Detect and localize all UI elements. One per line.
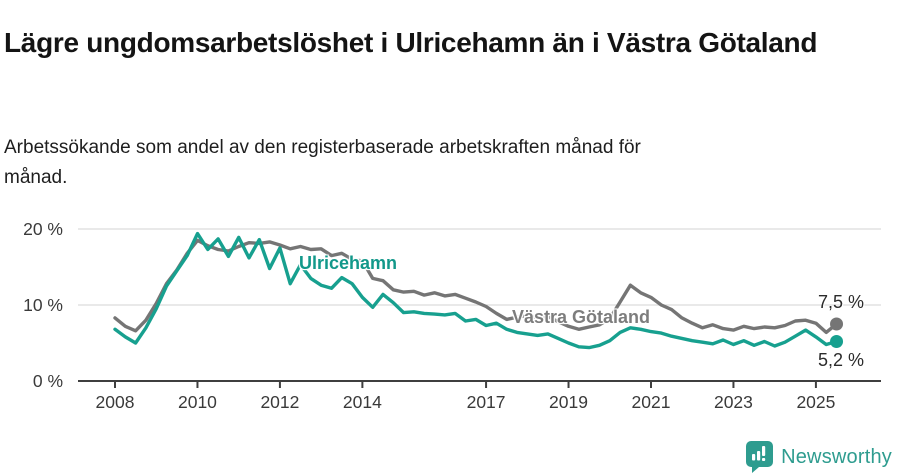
x-tick-label: 2012 (260, 392, 299, 412)
x-tick-label: 2014 (343, 392, 382, 412)
x-tick-label: 2017 (467, 392, 506, 412)
end-value-label-vastra-gotaland: 7,5 % (817, 292, 864, 312)
page-subtitle: Arbetssökande som andel av den registerb… (4, 137, 641, 188)
x-tick-label: 2021 (632, 392, 671, 412)
newsworthy-wordmark: Newsworthy (781, 445, 892, 468)
x-tick-label: 2023 (714, 392, 753, 412)
y-tick-label: 0 % (33, 371, 63, 391)
end-value-label-ulricehamn: 5,2 % (817, 350, 864, 370)
newsworthy-bar-chart-icon (746, 441, 774, 473)
newsworthy-logo: Newsworthy (746, 441, 892, 473)
x-tick-label: 2025 (796, 392, 835, 412)
x-tick-label: 2008 (96, 392, 135, 412)
end-dot-v-stra-g-taland (830, 317, 844, 331)
end-dot-ulricehamn (830, 334, 844, 348)
line-v-stra-g-taland (113, 238, 839, 335)
line-ulricehamn (113, 231, 839, 350)
page-title: Lägre ungdomsarbetslöshet i Ulricehamn ä… (4, 26, 818, 58)
y-tick-label: 10 % (23, 295, 63, 315)
series-label-vastra-gotaland: Västra Götaland (512, 307, 651, 327)
x-tick-label: 2010 (178, 392, 217, 412)
x-tick-label: 2019 (549, 392, 588, 412)
y-tick-label: 20 % (23, 219, 63, 239)
series-label-ulricehamn: Ulricehamn (299, 253, 398, 273)
